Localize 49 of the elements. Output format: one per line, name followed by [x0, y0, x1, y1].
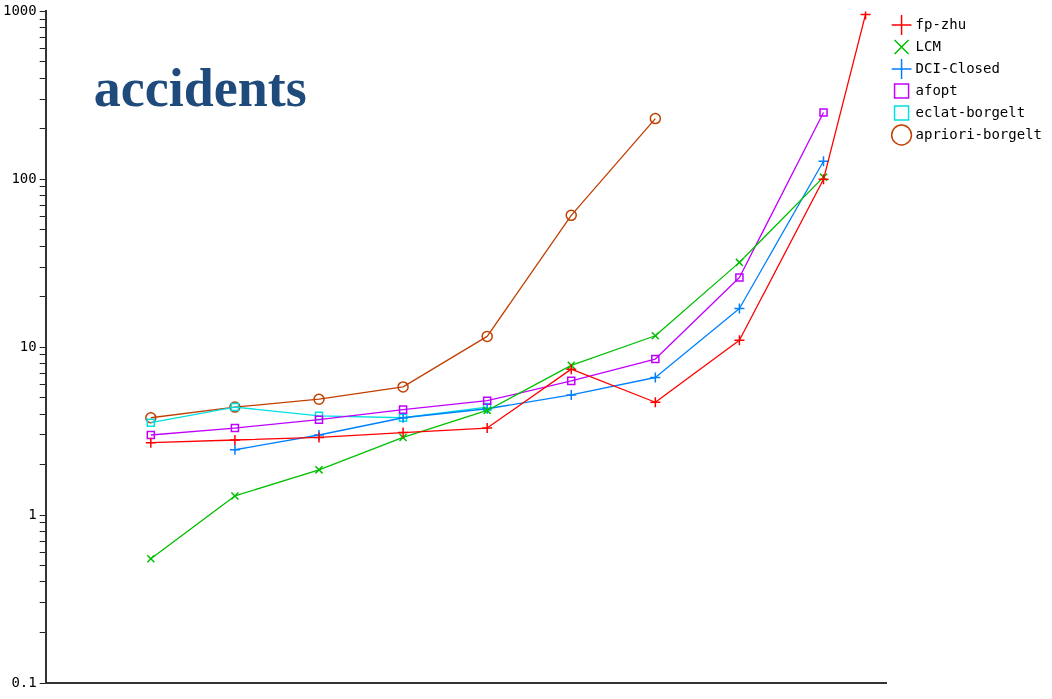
point	[397, 381, 409, 393]
legend-label: DCI-Closed	[915, 59, 1000, 76]
point	[481, 422, 493, 434]
legend-label: eclat-borgelt	[915, 103, 1026, 120]
point	[145, 412, 157, 424]
point	[817, 155, 830, 168]
point	[398, 433, 408, 442]
point	[398, 405, 408, 414]
point	[817, 173, 830, 186]
point	[230, 491, 240, 501]
legend-label: LCM	[915, 37, 941, 54]
point	[819, 108, 828, 117]
point	[230, 423, 240, 433]
point	[565, 363, 577, 375]
point	[314, 415, 324, 424]
point	[565, 389, 577, 401]
point	[145, 436, 157, 449]
point	[566, 376, 576, 386]
point	[482, 396, 492, 406]
point	[649, 112, 662, 125]
point	[229, 444, 241, 456]
y-tick-label: 0.1	[11, 673, 37, 690]
legend-label: afopt	[915, 81, 958, 98]
point	[649, 396, 662, 409]
point	[651, 354, 660, 364]
point	[733, 334, 746, 346]
point	[651, 331, 660, 341]
y-tick-label: 100	[11, 169, 37, 186]
point	[481, 330, 493, 343]
point	[649, 371, 662, 384]
y-tick-label: 1000	[3, 2, 37, 19]
y-tick-label: 10	[19, 337, 37, 354]
point	[397, 426, 409, 439]
point	[733, 302, 746, 315]
point	[565, 209, 577, 222]
y-tick-label: 1	[28, 505, 37, 522]
text: accidents	[93, 58, 307, 119]
point	[146, 430, 156, 440]
point	[735, 258, 744, 267]
point	[146, 554, 156, 563]
point	[313, 393, 325, 405]
legend-label: fp-zhu	[915, 15, 967, 32]
point	[146, 418, 156, 427]
point	[229, 434, 241, 446]
point	[735, 273, 744, 282]
point	[819, 172, 828, 182]
legend-label: apriori-borgelt	[915, 125, 1043, 142]
point	[566, 361, 576, 370]
point	[314, 465, 324, 475]
